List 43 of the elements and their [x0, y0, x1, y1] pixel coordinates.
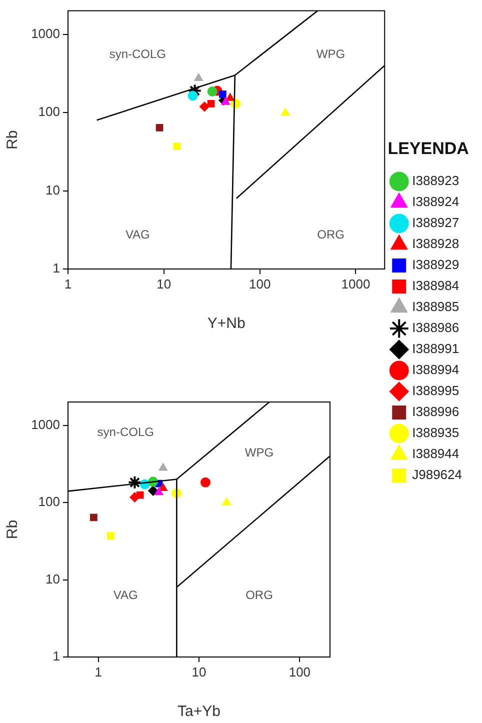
x-axis-title: Ta+Yb: [178, 703, 220, 720]
legend-label: I388996: [412, 404, 460, 420]
annotation: VAG: [113, 588, 138, 602]
y-tick-label: 10: [46, 571, 60, 586]
y-tick-label: 10: [46, 182, 60, 198]
y-tick-label: 1: [52, 648, 60, 664]
legend-title: LEYENDA: [388, 138, 469, 158]
x-tick-label: 1000: [341, 276, 370, 292]
y-tick-label: 100: [38, 104, 60, 120]
annotation: WPG: [244, 445, 274, 460]
x-axis-title: Y+Nb: [207, 315, 246, 332]
annotation: syn-COLG: [97, 424, 154, 439]
x-tick-label: 10: [192, 664, 206, 680]
x-tick-label: 100: [288, 664, 311, 680]
legend-label: I388944: [412, 446, 460, 462]
annotation: WPG: [316, 47, 346, 62]
y-axis-title: Rb: [4, 520, 22, 540]
legend-label: I388924: [412, 194, 460, 210]
annotation: syn-COLG: [109, 47, 166, 62]
legend-label: I388991: [412, 341, 460, 356]
legend-label: I388928: [412, 236, 460, 252]
legend-label: I388995: [412, 383, 460, 398]
legend-label: J989624: [412, 467, 462, 482]
legend-label: I388985: [412, 299, 460, 314]
legend-label: I388986: [412, 320, 460, 336]
y-tick-label: 100: [38, 494, 60, 510]
legend-label: I388984: [412, 278, 460, 294]
legend-label: I388935: [412, 425, 460, 440]
x-tick-label: 1: [94, 664, 102, 680]
annotation: ORG: [246, 588, 273, 602]
y-axis-title: Rb: [4, 130, 22, 150]
legend-label: I388923: [412, 173, 460, 188]
y-tick-label: 1: [52, 260, 60, 276]
legend-label: I388927: [412, 215, 460, 230]
annotation: ORG: [317, 228, 344, 242]
x-tick-label: 1: [64, 276, 72, 292]
x-tick-label: 100: [248, 276, 271, 292]
annotation: VAG: [125, 228, 150, 242]
y-tick-label: 1000: [31, 416, 60, 432]
legend-label: I388929: [412, 257, 460, 272]
y-tick-label: 1000: [31, 26, 60, 41]
x-tick-label: 10: [156, 276, 172, 292]
legend-label: I388994: [412, 362, 460, 378]
